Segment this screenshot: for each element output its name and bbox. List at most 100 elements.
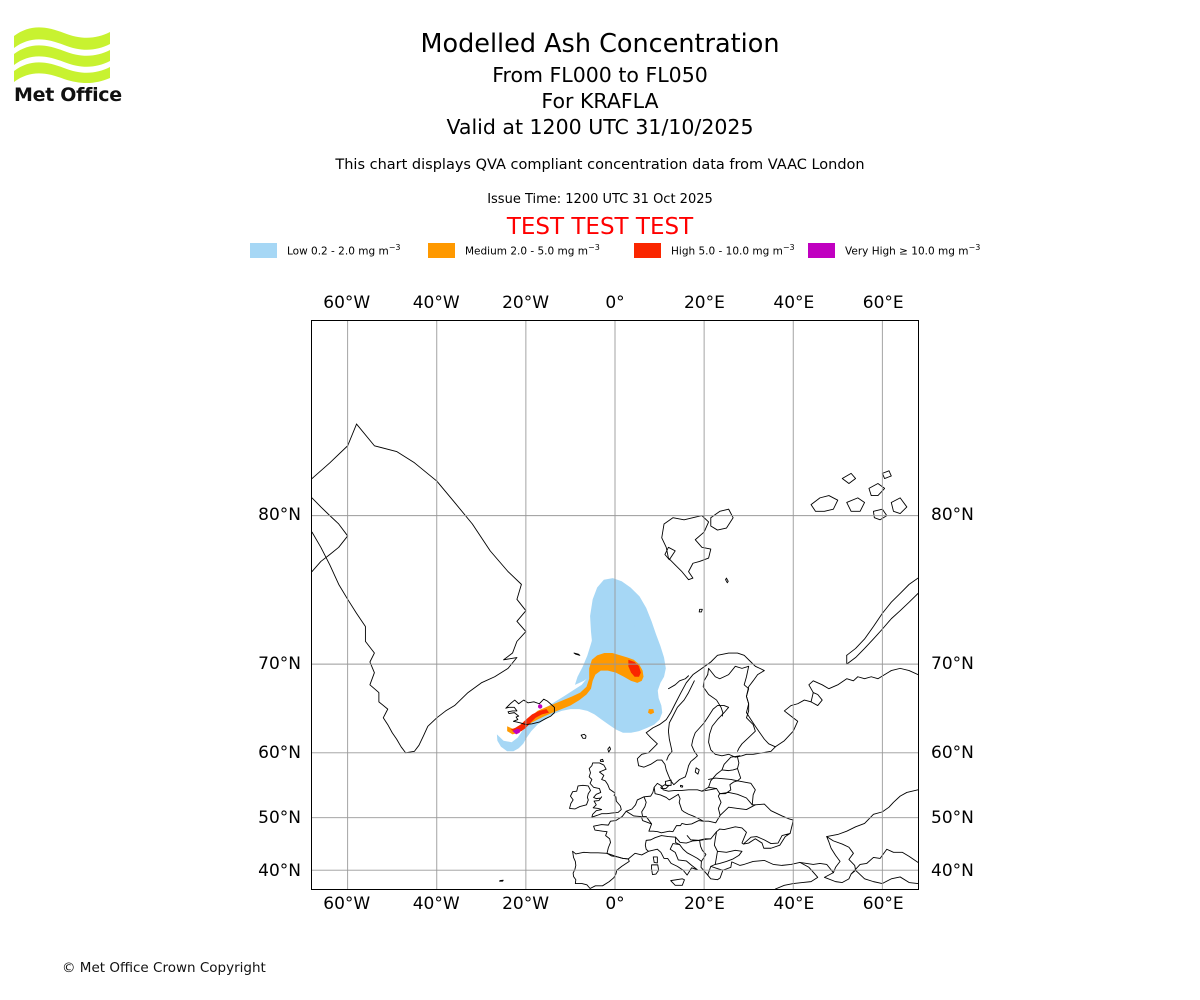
- coastline-fjl2: [846, 497, 866, 512]
- issue-time: Issue Time: 1200 UTC 31 Oct 2025: [487, 192, 713, 207]
- flight-level-line: From FL000 to FL050: [492, 63, 708, 87]
- coastline-borders_fin: [707, 665, 750, 680]
- lon-tick-top-40: 40°E: [773, 293, 815, 313]
- coastline-borders_scan: [666, 680, 695, 761]
- lon-tick-top-60: 60°E: [862, 293, 904, 313]
- lon-tick-top--60: 60°W: [323, 293, 371, 313]
- lat-tick-left-60: 60°N: [258, 743, 301, 764]
- ash-contour-low-1: [574, 593, 640, 685]
- legend-swatch-3: [808, 242, 835, 258]
- coastline-fjl4: [872, 508, 888, 521]
- lon-tick-bottom-60: 60°E: [862, 894, 904, 914]
- legend-swatch-0: [250, 242, 277, 258]
- logo-wordmark: Met Office: [14, 84, 122, 106]
- lat-tick-right-50: 50°N: [931, 808, 974, 829]
- coastline-bear_island: [698, 608, 703, 613]
- legend-label-2: High 5.0 - 10.0 mg m−3: [671, 242, 795, 258]
- lat-tick-left-40: 40°N: [258, 861, 301, 882]
- ash-contour-medium-7: [647, 709, 655, 715]
- coastline-ireland: [569, 784, 591, 810]
- coastline-borders_bal2: [675, 836, 681, 846]
- concentration-legend: Low 0.2 - 2.0 mg m−3 Medium 2.0 - 5.0 mg …: [250, 241, 995, 261]
- coastline-iceland: [505, 698, 555, 726]
- coastline-turkey_s: [774, 861, 819, 889]
- legend-swatch-2: [634, 242, 661, 258]
- lat-tick-right-60: 60°N: [931, 743, 974, 764]
- coastline-hopen: [725, 577, 729, 584]
- coastline-scandinavia: [636, 652, 776, 786]
- legend-item-0: Low 0.2 - 2.0 mg m−3: [250, 241, 400, 259]
- lon-tick-bottom--60: 60°W: [323, 894, 371, 914]
- coastline-russia_n: [774, 667, 918, 748]
- coastline-borders_de2: [641, 796, 704, 834]
- coastline-borders_ru_by: [737, 780, 756, 806]
- coastline-nordaustlandet: [710, 508, 734, 531]
- legend-item-2: High 5.0 - 10.0 mg m−3: [634, 241, 795, 259]
- coastline-svalbard2: [664, 546, 676, 561]
- coastline-caspian: [823, 836, 857, 883]
- coastline-bornholm: [680, 784, 684, 788]
- coastline-borders_de: [653, 786, 679, 801]
- ash-contour-veryhigh-6: [512, 728, 521, 735]
- lon-tick-bottom--40: 40°W: [412, 894, 460, 914]
- coastline-shetland: [607, 746, 611, 753]
- lon-tick-top--20: 20°W: [502, 293, 550, 313]
- coastline-europe_w: [572, 755, 741, 855]
- coastline-lofoten: [667, 675, 690, 690]
- coastline-orkney: [599, 758, 604, 762]
- coastline-denmark_is: [660, 784, 669, 790]
- coastline-borders_by: [719, 791, 756, 806]
- coastline-faroe: [580, 733, 587, 739]
- volcano-line: For KRAFLA: [541, 89, 659, 113]
- coastline-fjl7: [881, 470, 892, 479]
- coastline-borders_pl: [677, 793, 722, 824]
- ash-contour-medium-3: [552, 703, 558, 710]
- coastline-borders_alp: [644, 826, 747, 852]
- coastline-azores_pt: [499, 879, 504, 882]
- coastline-zealand: [664, 779, 672, 786]
- coastline-sicily: [670, 878, 685, 886]
- coastline-borders_fr: [625, 810, 653, 825]
- lon-tick-top--40: 40°W: [412, 293, 460, 313]
- legend-label-0: Low 0.2 - 2.0 mg m−3: [287, 242, 401, 258]
- coastline-jan_mayen: [573, 652, 581, 656]
- volcano-source-marker: [537, 704, 543, 709]
- coastline-black_sea_n: [742, 832, 791, 849]
- coastline-greenland_n: [312, 423, 358, 479]
- lon-tick-bottom--20: 20°W: [502, 894, 550, 914]
- coastline-corsica: [652, 856, 658, 864]
- qva-note: This chart displays QVA compliant concen…: [335, 157, 865, 173]
- coastline-ellesmere: [312, 497, 349, 573]
- coastline-sardinia: [651, 864, 660, 875]
- legend-item-3: Very High ≥ 10.0 mg m−3: [808, 241, 980, 259]
- coastline-borders_hu: [686, 835, 712, 841]
- coastline-borders_kz3: [855, 869, 918, 884]
- ash-concentration-map: [311, 320, 919, 890]
- lon-tick-top-0: 0°: [605, 293, 625, 313]
- coastline-borders_fin2: [737, 665, 756, 752]
- coastline-borders_ua: [719, 803, 794, 834]
- coastline-greenland: [312, 423, 527, 754]
- lon-tick-bottom-20: 20°E: [683, 894, 725, 914]
- coastline-borders_ro: [707, 831, 743, 876]
- lat-tick-left-70: 70°N: [258, 654, 301, 675]
- lat-tick-right-40: 40°N: [931, 861, 974, 882]
- met-office-logo: Met Office: [12, 22, 122, 112]
- ash-contour-high-4: [510, 709, 550, 733]
- coastline-fjl5: [890, 497, 908, 514]
- coastline-borders_fr2: [606, 852, 629, 860]
- coastline-france_med: [627, 843, 801, 881]
- coastline-gotland: [694, 767, 700, 775]
- test-banner: TEST TEST TEST: [506, 214, 694, 240]
- coastline-fjl6: [841, 472, 857, 484]
- lat-tick-left-50: 50°N: [258, 808, 301, 829]
- lon-tick-bottom-40: 40°E: [773, 894, 815, 914]
- legend-label-1: Medium 2.0 - 5.0 mg m−3: [465, 242, 600, 258]
- coastline-fjl1: [810, 495, 839, 512]
- coastline-borders_rs: [699, 839, 707, 862]
- coastline-borders_kz: [826, 789, 918, 838]
- lon-tick-top-20: 20°E: [683, 293, 725, 313]
- coastline-novaya_s: [846, 592, 918, 665]
- legend-swatch-1: [428, 242, 455, 258]
- coastline-borders_gr: [710, 865, 724, 871]
